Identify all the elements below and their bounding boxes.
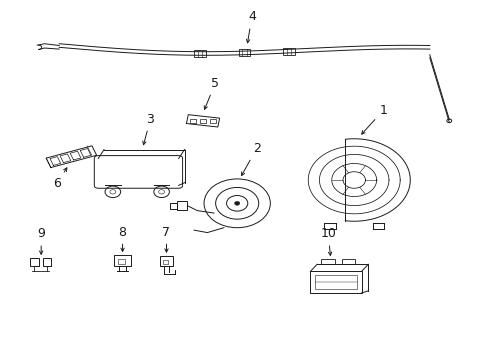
Bar [194,50,205,57]
Bar [114,255,131,266]
Text: 4: 4 [246,10,255,43]
Text: 1: 1 [361,104,386,134]
Text: 3: 3 [142,113,154,145]
Bar [190,119,196,123]
Bar [315,275,356,289]
Text: 5: 5 [204,77,219,109]
Bar [209,119,215,123]
Bar [30,258,39,266]
Bar [159,256,173,266]
Bar [170,203,176,208]
Bar [200,119,205,123]
Bar [118,259,124,264]
Bar [176,202,187,210]
Bar [321,259,334,264]
Text: 10: 10 [320,228,335,255]
Text: 6: 6 [53,168,67,190]
Bar [238,49,250,57]
Text: 8: 8 [119,226,126,251]
Text: 7: 7 [162,226,170,252]
Bar [283,48,294,55]
Bar [163,260,167,264]
Text: 9: 9 [37,228,45,254]
Text: 2: 2 [241,142,260,176]
Bar [42,258,51,266]
Circle shape [234,201,239,205]
Bar [341,259,354,264]
Bar [310,271,361,293]
